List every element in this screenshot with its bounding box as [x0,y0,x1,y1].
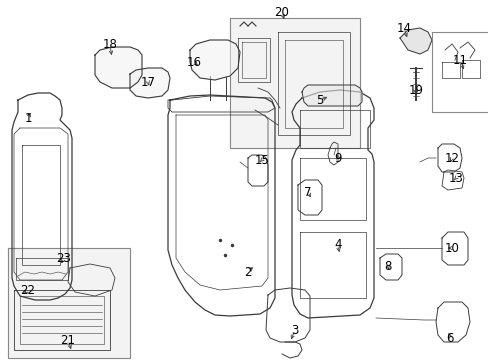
Polygon shape [130,68,170,98]
Text: 10: 10 [444,242,459,255]
Polygon shape [8,248,130,358]
Text: 12: 12 [444,152,459,165]
Text: 6: 6 [446,332,453,345]
Text: 3: 3 [291,324,298,337]
Text: 2: 2 [244,266,251,279]
Text: 17: 17 [140,76,155,89]
Text: 22: 22 [20,284,36,297]
Text: 18: 18 [102,37,117,50]
Text: 11: 11 [451,54,467,67]
Polygon shape [190,40,240,80]
Polygon shape [229,18,359,148]
Polygon shape [431,32,488,112]
Text: 5: 5 [316,94,323,107]
Text: 21: 21 [61,333,75,346]
Text: 9: 9 [334,152,341,165]
Text: 7: 7 [304,185,311,198]
Polygon shape [302,85,361,106]
Text: 1: 1 [24,112,32,125]
Text: 20: 20 [274,5,289,18]
Text: 14: 14 [396,22,411,35]
Text: 23: 23 [57,252,71,265]
Text: 19: 19 [407,84,423,96]
Text: 16: 16 [186,55,201,68]
Text: 4: 4 [334,238,341,252]
Polygon shape [95,47,142,88]
Text: 15: 15 [254,153,269,166]
Text: 13: 13 [447,171,463,184]
Polygon shape [399,28,431,54]
Text: 8: 8 [384,260,391,273]
